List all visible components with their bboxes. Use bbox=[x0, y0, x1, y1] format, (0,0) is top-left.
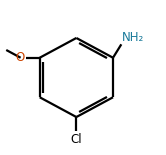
Text: O: O bbox=[15, 51, 25, 64]
Text: Cl: Cl bbox=[71, 133, 82, 146]
Text: NH₂: NH₂ bbox=[122, 31, 144, 44]
